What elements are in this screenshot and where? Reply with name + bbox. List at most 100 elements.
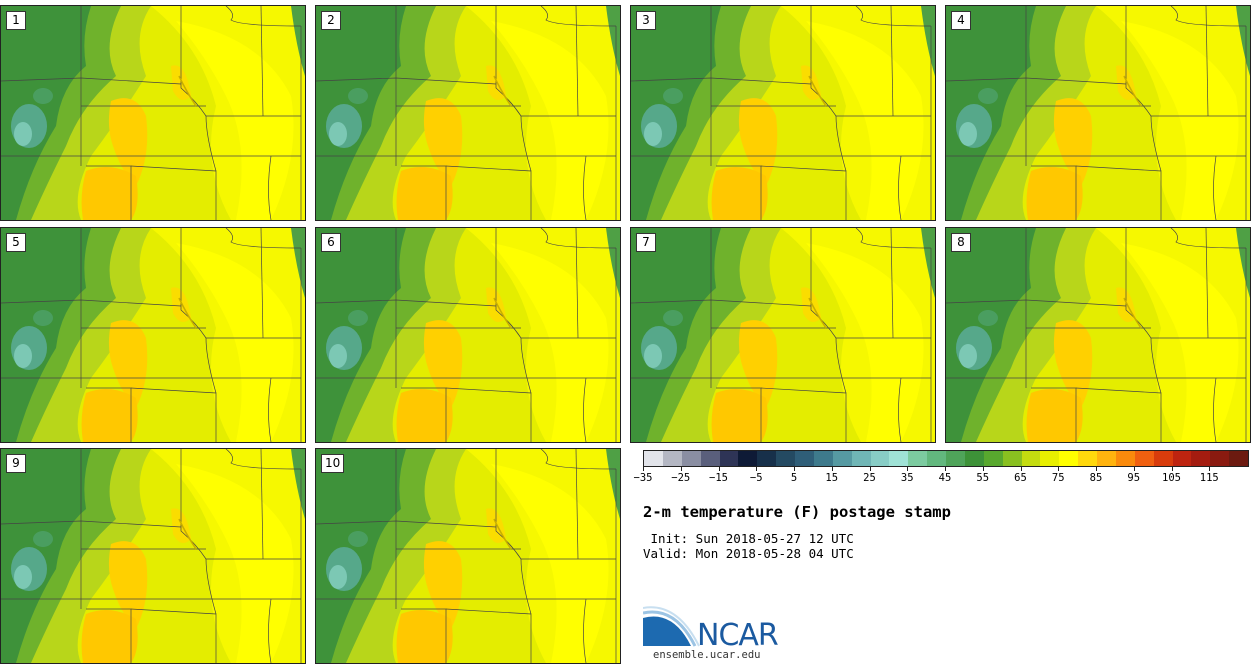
member-number-label: 7 [636, 233, 656, 252]
postage-stamp-1[interactable]: 1 [0, 5, 306, 221]
colorbar-segment [832, 451, 852, 466]
colorbar-segment [1153, 451, 1173, 466]
colorbar-tick-label: −5 [749, 472, 763, 484]
colorbar-segment [870, 451, 890, 466]
colorbar-tick [831, 466, 833, 471]
postage-stamp-5[interactable]: 5 [0, 227, 306, 443]
colorbar-tick [680, 466, 682, 471]
member-number-label: 6 [321, 233, 341, 252]
temperature-map [1, 228, 305, 442]
postage-stamp-10[interactable]: 10 [315, 448, 621, 664]
colorbar-tick [643, 466, 644, 471]
colorbar-tick [1058, 466, 1060, 471]
colorbar-segment [1040, 451, 1060, 466]
colorbar-tick-label: −25 [671, 472, 691, 484]
postage-stamp-2[interactable]: 2 [315, 5, 621, 221]
colorbar-segment [1172, 451, 1192, 466]
colorbar-segment [757, 451, 777, 466]
postage-stamp-9[interactable]: 9 [0, 448, 306, 664]
colorbar-tick-label: 55 [976, 472, 990, 484]
colorbar-segment [1229, 451, 1248, 466]
colorbar-segment [700, 451, 720, 466]
member-number-label: 1 [6, 11, 26, 30]
colorbar-segment [927, 451, 946, 466]
colorbar-tick-label: 115 [1199, 472, 1219, 484]
colorbar-segment [1115, 451, 1135, 466]
colorbar-tick-label: 45 [938, 472, 952, 484]
postage-stamp-8[interactable]: 8 [945, 227, 1251, 443]
colorbar-segment [644, 451, 663, 466]
postage-stamp-4[interactable]: 4 [945, 5, 1251, 221]
colorbar-segment [662, 451, 682, 466]
colorbar-tick [1171, 466, 1173, 471]
colorbar-tick-label: 95 [1127, 472, 1141, 484]
colorbar-tick-label: 25 [863, 472, 876, 484]
postage-stamp-3[interactable]: 3 [630, 5, 936, 221]
colorbar-tick [869, 466, 871, 471]
member-number-label: 8 [951, 233, 971, 252]
colorbar-segment [1210, 451, 1230, 466]
colorbar-segment [719, 451, 739, 466]
member-number-label: 9 [6, 454, 26, 473]
temperature-map [946, 228, 1250, 442]
member-number-label: 10 [321, 454, 345, 473]
colorbar-tick [1209, 466, 1211, 471]
colorbar-segment [813, 451, 833, 466]
member-number-label: 2 [321, 11, 341, 30]
figure-title: 2-m temperature (F) postage stamp [643, 503, 951, 521]
colorbar-tick [1096, 466, 1097, 471]
temperature-map [316, 228, 620, 442]
postage-stamp-7[interactable]: 7 [630, 227, 936, 443]
colorbar-segment [1002, 451, 1022, 466]
temperature-map [1, 6, 305, 220]
colorbar-tick-labels: −35 −25 −15 −5 5 15 25 35 45 55 65 75 85 95 105 115 [634, 466, 1249, 492]
colorbar-segment [1134, 451, 1154, 466]
postage-stamp-6[interactable]: 6 [315, 227, 621, 443]
temperature-map [316, 6, 620, 220]
colorbar-tick-label: 65 [1014, 472, 1027, 484]
colorbar-segment [795, 451, 814, 466]
temperature-map [1, 449, 305, 663]
init-time: Init: Sun 2018-05-27 12 UTC [643, 531, 854, 546]
website-link[interactable]: ensemble.ucar.edu [653, 649, 761, 661]
valid-time: Valid: Mon 2018-05-28 04 UTC [643, 546, 854, 561]
colorbar-tick-label: 35 [900, 472, 914, 484]
colorbar-tick [1133, 466, 1135, 471]
colorbar-tick [756, 466, 758, 471]
ncar-logo-text: NCAR [697, 618, 779, 653]
colorbar-tick-label: −35 [633, 472, 653, 484]
colorbar-segment [851, 451, 871, 466]
member-number-label: 5 [6, 233, 26, 252]
member-number-label: 3 [636, 11, 656, 30]
colorbar-tick-label: 75 [1051, 472, 1065, 484]
temperature-map [631, 6, 935, 220]
temperature-colorbar [643, 450, 1249, 467]
temperature-map [631, 228, 935, 442]
colorbar-segment [908, 451, 928, 466]
colorbar-segment [1191, 451, 1211, 466]
colorbar-segment [776, 451, 795, 466]
colorbar-tick [1020, 466, 1022, 471]
colorbar-segment [681, 451, 701, 466]
ncar-logo [643, 606, 700, 647]
colorbar-segment [964, 451, 984, 466]
colorbar-segment [889, 451, 909, 466]
colorbar-tick-label: −15 [709, 472, 728, 484]
member-number-label: 4 [951, 11, 971, 30]
colorbar-segment [983, 451, 1003, 466]
colorbar-segment [738, 451, 758, 466]
colorbar-tick-label: 15 [825, 472, 839, 484]
colorbar-segment [1097, 451, 1116, 466]
colorbar-tick-label: 5 [790, 472, 798, 484]
temperature-map [946, 6, 1250, 220]
colorbar-tick [945, 466, 946, 471]
colorbar-segment [1021, 451, 1041, 466]
colorbar-tick [718, 466, 720, 471]
colorbar-tick-label: 105 [1162, 472, 1181, 484]
temperature-map [316, 449, 620, 663]
colorbar-tick [907, 466, 909, 471]
colorbar-tick [794, 466, 795, 471]
colorbar-tick-label: 85 [1089, 472, 1103, 484]
colorbar-segment [946, 451, 965, 466]
colorbar-segment [1059, 451, 1079, 466]
